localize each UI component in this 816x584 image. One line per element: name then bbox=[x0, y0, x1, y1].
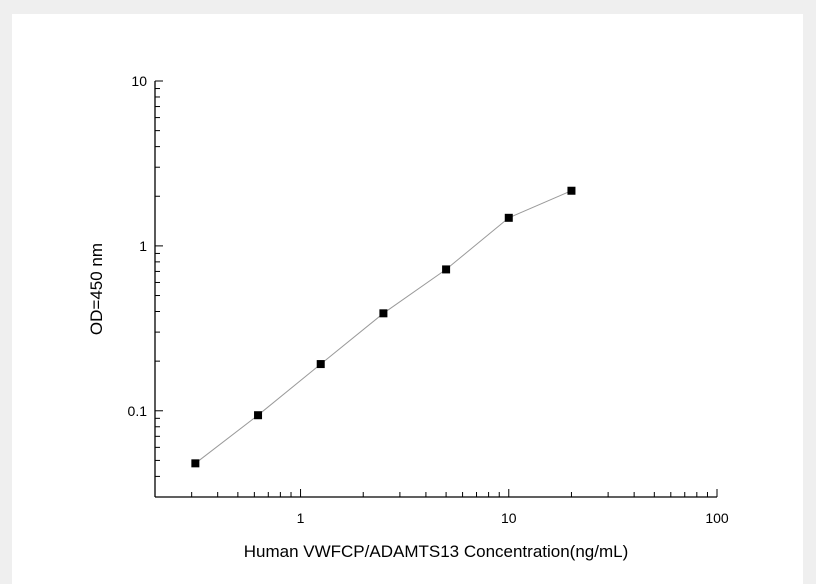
series-line bbox=[195, 190, 572, 464]
data-point bbox=[316, 360, 325, 369]
data-point bbox=[379, 309, 388, 318]
y-tick-label: 0.1 bbox=[128, 403, 148, 419]
y-tick-label: 10 bbox=[131, 73, 147, 89]
chart-panel bbox=[12, 14, 803, 584]
y-axis-ticks: 0.1 1 10 bbox=[128, 73, 163, 498]
y-axis-title: OD=450 nm bbox=[87, 243, 106, 335]
x-tick-label: 10 bbox=[501, 510, 517, 526]
x-axis-ticks: 1 10 100 bbox=[154, 489, 729, 526]
series bbox=[191, 186, 576, 468]
data-point bbox=[567, 186, 576, 195]
x-axis-title: Human VWFCP/ADAMTS13 Concentration(ng/mL… bbox=[244, 542, 629, 561]
data-point bbox=[442, 265, 451, 274]
data-point bbox=[254, 411, 263, 420]
y-tick-label: 1 bbox=[139, 238, 147, 254]
data-point bbox=[504, 213, 513, 222]
x-tick-label: 1 bbox=[297, 510, 305, 526]
data-point bbox=[191, 459, 200, 468]
axes bbox=[154, 81, 717, 498]
x-tick-label: 100 bbox=[705, 510, 729, 526]
